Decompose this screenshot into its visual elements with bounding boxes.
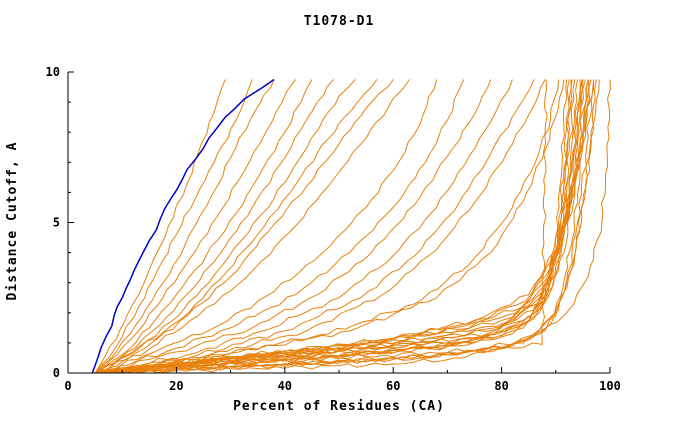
y-tick-label: 0 (53, 366, 60, 380)
curve-model-05 (94, 79, 313, 374)
x-tick-label: 100 (599, 379, 621, 393)
y-tick-label: 5 (53, 216, 60, 230)
curve-model-37 (95, 79, 583, 374)
curve-model-30 (100, 79, 592, 374)
curve-model-15 (100, 79, 535, 374)
curve-model-32 (95, 79, 592, 374)
curve-model-35 (94, 79, 600, 374)
curve-reference-model (91, 78, 275, 374)
curve-model-40 (95, 79, 611, 374)
curve-model-39 (95, 79, 590, 374)
x-tick-label: 0 (64, 379, 71, 393)
curve-model-16 (100, 79, 546, 374)
curve-model-03 (94, 79, 275, 374)
curve-model-11 (100, 79, 438, 374)
chart-title: T1078-D1 (303, 14, 375, 29)
curve-model-06 (94, 79, 334, 374)
curve-model-18 (100, 79, 565, 374)
x-tick-label: 60 (386, 379, 400, 393)
x-tick-label: 80 (494, 379, 508, 393)
x-axis-label: Percent of Residues (CA) (233, 399, 445, 414)
x-tick-label: 40 (278, 379, 292, 393)
curve-model-14 (100, 79, 513, 374)
curve-model-10 (100, 79, 410, 374)
curve-model-04 (94, 79, 296, 374)
curve-model-09 (100, 79, 394, 374)
curve-model-12 (100, 79, 465, 374)
curve-model-36 (94, 79, 572, 374)
curve-model-08 (100, 79, 378, 374)
curve-model-02 (94, 79, 253, 374)
curve-model-13 (100, 79, 492, 374)
curve-model-31 (100, 79, 595, 374)
curve-model-07 (94, 79, 356, 374)
x-tick-label: 20 (169, 379, 183, 393)
y-axis-label: Distance Cutoff, A (5, 141, 20, 301)
curve-model-01 (94, 79, 226, 374)
y-tick-label: 10 (46, 65, 60, 79)
